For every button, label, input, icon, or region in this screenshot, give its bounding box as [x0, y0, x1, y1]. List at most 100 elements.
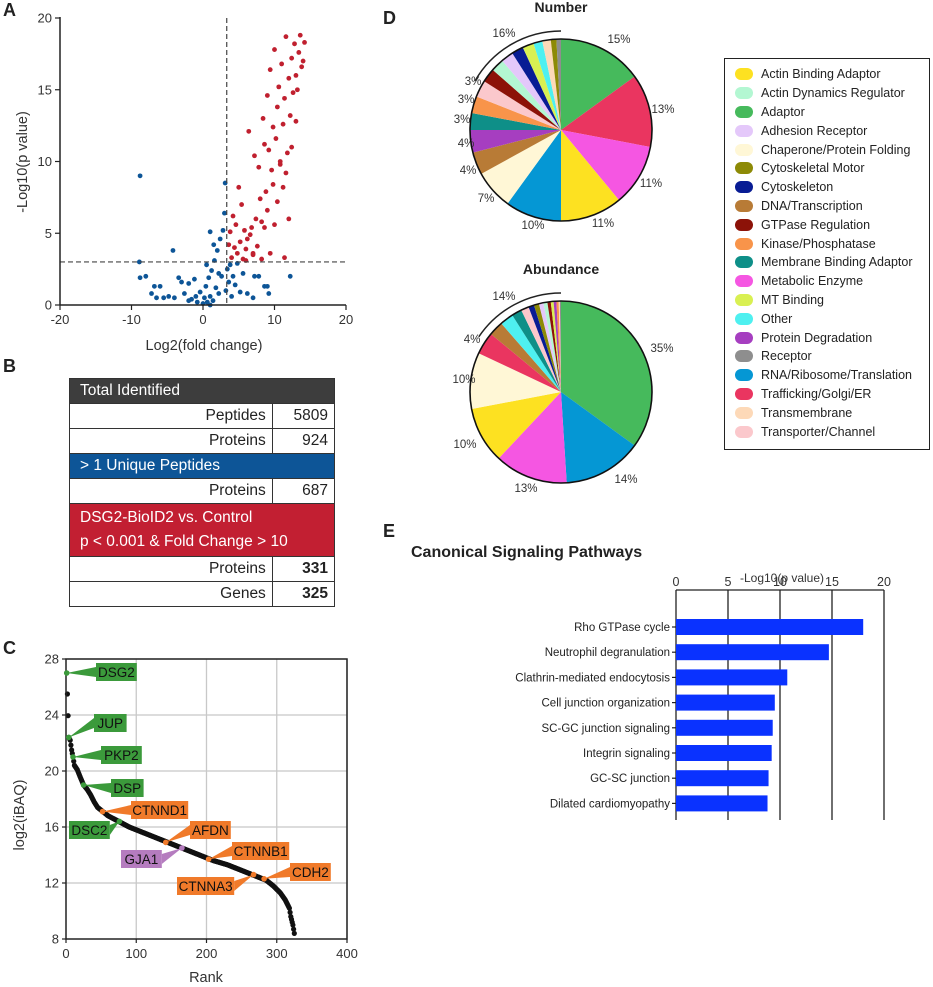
callout-box-dsc2	[69, 821, 110, 839]
legend-item: DNA/Transcription	[735, 197, 929, 216]
y-tick-label: 15	[38, 82, 52, 97]
legend-item: Actin Binding Adaptor	[735, 65, 929, 84]
nonsignificant-point	[223, 288, 229, 294]
legend-swatch	[735, 369, 753, 382]
nonsignificant-point	[172, 295, 177, 301]
highlighted-protein-point	[162, 839, 169, 846]
significant-point	[252, 153, 257, 159]
pie-abundance: 35%14%13%10%10%4%14%	[452, 291, 673, 495]
pathway-label: GC-SC junction	[590, 773, 670, 785]
significant-point	[270, 124, 276, 130]
table-row: Proteins 687	[69, 478, 336, 504]
nonsignificant-point	[170, 248, 176, 253]
nonsignificant-point	[227, 262, 233, 268]
nonsignificant-point	[252, 273, 257, 279]
genes-value: 325	[271, 581, 336, 607]
pathway-label: Dilated cardiomyopathy	[550, 798, 670, 810]
volcano-points	[136, 32, 307, 308]
legend-item: Chaperone/Protein Folding	[735, 140, 929, 159]
nonsignificant-point	[143, 273, 149, 279]
significant-point	[283, 170, 289, 176]
protein-point	[291, 926, 297, 932]
nonsignificant-point	[266, 291, 272, 296]
peptides-value: 5809	[271, 403, 336, 429]
significant-point	[263, 189, 269, 195]
pie-slice-other	[501, 315, 561, 392]
pathway-bar	[676, 619, 864, 635]
comparison-line-2: p < 0.001 & Fold Change > 10	[80, 533, 288, 550]
legend-swatch	[735, 387, 753, 400]
nonsignificant-point	[216, 271, 222, 276]
proteins-label: Proteins	[69, 556, 273, 582]
nonsignificant-point	[179, 279, 184, 285]
legend-label: Protein Degradation	[761, 330, 873, 345]
callout-label-ctnna3: CTNNA3	[179, 879, 233, 894]
significant-point	[289, 144, 295, 150]
legend-swatch	[735, 143, 753, 156]
significant-point	[266, 147, 272, 153]
significant-point	[299, 64, 305, 70]
comparison-line-1: DSG2-BioID2 vs. Control	[80, 509, 253, 526]
significant-point	[293, 73, 299, 78]
pie-slice-protein-degradation	[470, 130, 561, 153]
pathways-bar-chart: Canonical Signaling Pathways -Log10(p va…	[411, 544, 891, 820]
callout-pointer	[83, 783, 111, 793]
pie-slice-cytoskeleton	[512, 47, 561, 131]
nonsignificant-point	[213, 285, 219, 291]
y-tick-label: 28	[45, 652, 59, 667]
pie-slice-adaptor	[561, 39, 635, 130]
nonsignificant-point	[149, 291, 154, 296]
nonsignificant-point	[157, 283, 163, 289]
pie-slice-metabolic-enzyme	[561, 130, 651, 201]
nonsignificant-point	[211, 242, 217, 248]
significant-point	[243, 246, 249, 252]
pie-slice-actin-dynamics-regulator	[543, 302, 561, 392]
callout-pointer	[102, 805, 131, 815]
x-tick-label: 20	[339, 312, 353, 327]
table-row: > 1 Unique Peptides	[69, 453, 335, 479]
significant-point	[293, 118, 299, 124]
legend-swatch	[735, 199, 753, 212]
significant-point	[244, 236, 250, 242]
legend-label: GTPase Regulation	[761, 217, 871, 232]
small-slices-bracket	[478, 292, 562, 338]
pie-slice-transporter-channel	[476, 81, 561, 130]
pie-slice-receptor	[559, 301, 561, 392]
rank-abundance-plot: 0 100 200 300 400 8 12 16 20 24 28 DSG2 JUP PKP2 DSP C…	[12, 652, 358, 987]
legend-label: Receptor	[761, 349, 812, 364]
pie-percent-label: 13%	[514, 483, 537, 495]
x-tick-label: -20	[51, 312, 70, 327]
significant-point	[246, 128, 252, 134]
significant-point	[242, 227, 247, 233]
protein-point	[290, 922, 296, 928]
callout-pointer	[208, 846, 232, 860]
callout-box-dsg2	[96, 663, 137, 681]
pie-number-title: Number	[535, 0, 588, 15]
legend-item: Cytoskeletal Motor	[735, 159, 929, 178]
panel-letter-d: D	[383, 8, 396, 28]
pie-slice-membrane-binding-adaptor	[470, 112, 561, 130]
legend-item: Transmembrane	[735, 403, 929, 422]
legend-label: RNA/Ribosome/Translation	[761, 368, 912, 383]
significant-point	[232, 245, 237, 251]
rank-y-label: log2(iBAQ)	[12, 780, 28, 851]
significant-point	[282, 95, 287, 101]
pie-outline	[469, 300, 653, 484]
legend-label: Metabolic Enzyme	[761, 274, 864, 289]
table-row: Total Identified	[69, 378, 335, 404]
legend-label: Transporter/Channel	[761, 424, 876, 439]
pie-slice-mt-binding	[522, 43, 561, 130]
legend-swatch	[735, 331, 753, 344]
pie-slice-mt-binding	[550, 301, 561, 392]
significant-point	[290, 90, 296, 96]
legend-swatch	[735, 275, 753, 288]
pie-slice-adhesion-receptor	[538, 302, 561, 392]
pie-percent-label: 3%	[458, 94, 475, 106]
pathway-label: Integrin signaling	[583, 748, 670, 760]
x-tick-label: 0	[673, 575, 680, 589]
table-row: Peptides 5809	[69, 403, 336, 429]
table-row: Proteins 924	[69, 428, 336, 454]
significant-point	[272, 47, 277, 52]
pie-slice-dna-transcription	[472, 130, 561, 174]
pathway-bar	[676, 770, 769, 787]
